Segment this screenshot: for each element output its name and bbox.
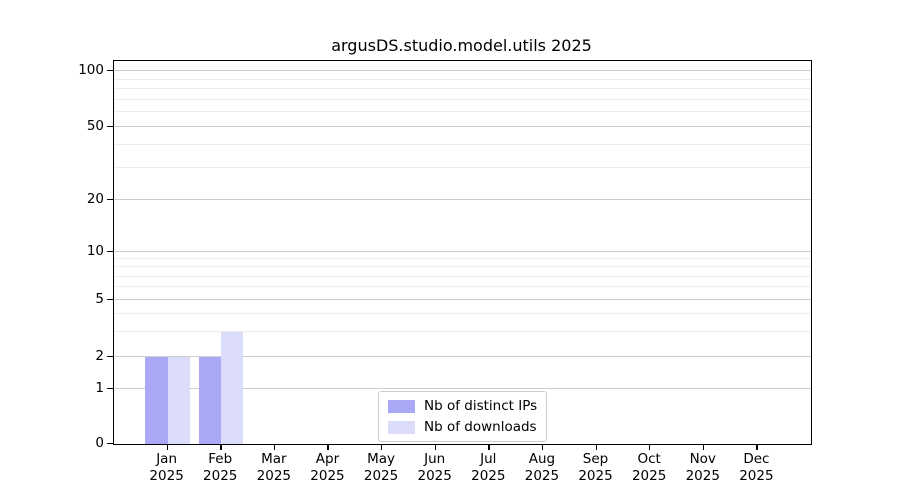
- x-tick-month: Jul: [480, 451, 497, 467]
- x-tick-month: Jun: [424, 451, 446, 467]
- y-tick-label: 1: [95, 380, 104, 396]
- legend: Nb of distinct IPs Nb of downloads: [378, 391, 548, 442]
- y-tick-mark: [107, 298, 113, 301]
- x-tick-month: Oct: [637, 451, 661, 467]
- y-tick-label: 20: [86, 190, 104, 207]
- y-tick-mark: [107, 251, 113, 253]
- minor-gridline: [114, 143, 811, 145]
- chart-title: argusDS.studio.model.utils 2025: [331, 36, 592, 55]
- y-tick-label: 0: [95, 435, 104, 451]
- plot-area: [113, 60, 812, 445]
- x-tick-mark: [381, 444, 383, 450]
- y-tick-mark: [107, 198, 113, 201]
- minor-gridline: [114, 98, 811, 100]
- legend-swatch: [388, 399, 415, 413]
- x-tick-label: Jul 2025: [453, 451, 523, 485]
- x-tick-year: 2025: [739, 468, 774, 484]
- minor-gridline: [114, 275, 811, 277]
- legend-entry: Nb of distinct IPs: [388, 398, 537, 414]
- x-tick-mark: [434, 444, 436, 450]
- x-tick-month: Feb: [208, 451, 233, 467]
- x-tick-mark: [702, 444, 705, 450]
- x-tick-year: 2025: [631, 468, 667, 484]
- bar-downloads: [221, 331, 244, 444]
- y-tick-label: 2: [95, 347, 104, 364]
- x-tick-year: 2025: [524, 468, 560, 484]
- y-tick-label: 50: [86, 117, 104, 134]
- x-tick-month: Apr: [315, 451, 340, 467]
- x-tick-label: Dec 2025: [721, 451, 791, 485]
- x-tick-mark: [595, 444, 597, 450]
- major-gridline: [114, 388, 811, 390]
- x-tick-year: 2025: [256, 468, 292, 484]
- x-tick-month: May: [367, 451, 396, 467]
- x-tick-mark: [220, 444, 222, 450]
- x-tick-mark: [488, 444, 490, 450]
- bar-distinct-ips: [145, 356, 168, 444]
- x-tick-month: Mar: [261, 451, 287, 467]
- x-tick-mark: [273, 444, 276, 450]
- x-tick-year: 2025: [203, 468, 238, 484]
- x-tick-year: 2025: [149, 468, 184, 484]
- minor-gridline: [114, 88, 811, 90]
- x-tick-label: Jan 2025: [132, 451, 202, 485]
- x-tick-year: 2025: [578, 468, 613, 484]
- y-tick-mark: [107, 443, 113, 445]
- x-tick-mark: [756, 444, 758, 450]
- y-tick-mark: [107, 388, 113, 390]
- x-tick-label: May 2025: [346, 451, 416, 485]
- x-tick-month: Sep: [582, 451, 609, 467]
- x-tick-label: Apr 2025: [292, 451, 362, 485]
- minor-gridline: [114, 312, 811, 314]
- x-tick-label: Mar 2025: [239, 451, 309, 485]
- x-tick-month: Nov: [689, 451, 716, 467]
- bar-distinct-ips: [198, 356, 222, 444]
- minor-gridline: [114, 258, 811, 260]
- legend-entry: Nb of downloads: [388, 419, 537, 435]
- minor-gridline: [114, 111, 811, 113]
- major-gridline: [114, 251, 811, 253]
- x-tick-month: Jan: [156, 451, 178, 467]
- minor-gridline: [114, 286, 811, 288]
- x-tick-mark: [649, 444, 651, 450]
- y-tick-mark: [107, 355, 113, 358]
- x-tick-label: Aug 2025: [507, 451, 577, 485]
- y-tick-mark: [107, 125, 113, 128]
- x-tick-year: 2025: [471, 468, 506, 484]
- x-tick-mark: [327, 444, 329, 450]
- x-tick-label: Nov 2025: [668, 451, 738, 485]
- x-tick-mark: [166, 444, 168, 450]
- y-tick-mark: [107, 69, 113, 72]
- minor-gridline: [114, 78, 811, 80]
- x-tick-year: 2025: [417, 468, 452, 484]
- legend-label: Nb of distinct IPs: [424, 398, 538, 414]
- legend-label: Nb of downloads: [424, 419, 537, 435]
- x-tick-label: Feb 2025: [185, 451, 255, 485]
- x-tick-year: 2025: [685, 468, 720, 484]
- major-gridline: [114, 355, 811, 357]
- bar-downloads: [167, 356, 190, 444]
- x-tick-mark: [541, 444, 544, 450]
- major-gridline: [114, 199, 811, 200]
- legend-swatch: [388, 420, 415, 434]
- major-gridline: [114, 70, 811, 71]
- major-gridline: [114, 126, 811, 127]
- x-tick-label: Jun 2025: [400, 451, 470, 485]
- y-tick-label: 10: [86, 243, 104, 259]
- x-tick-month: Dec: [743, 451, 770, 467]
- minor-gridline: [114, 330, 811, 332]
- major-gridline: [114, 299, 811, 300]
- x-tick-label: Sep 2025: [561, 451, 631, 485]
- minor-gridline: [114, 266, 811, 268]
- y-tick-label: 100: [78, 61, 104, 78]
- y-tick-label: 5: [95, 290, 104, 307]
- x-tick-month: Aug: [528, 451, 556, 467]
- minor-gridline: [114, 166, 811, 168]
- x-tick-year: 2025: [310, 468, 345, 484]
- x-tick-year: 2025: [363, 468, 399, 484]
- x-tick-label: Oct 2025: [614, 451, 684, 485]
